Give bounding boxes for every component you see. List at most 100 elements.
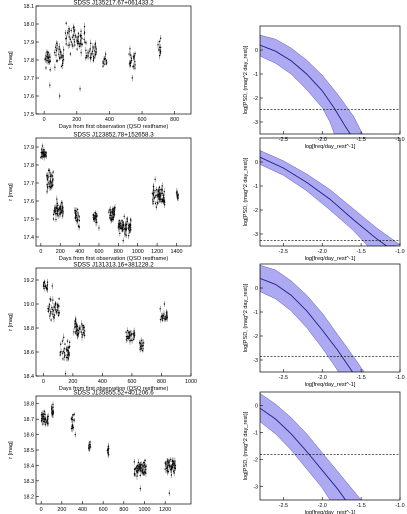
psd-xtick-label: -2.0 bbox=[318, 137, 327, 143]
data-point bbox=[70, 29, 72, 32]
data-point bbox=[142, 465, 144, 467]
data-point bbox=[59, 354, 61, 356]
data-point bbox=[47, 60, 49, 62]
lightcurve-panel: 0 200 400 600 800 1000 18.4 18.6 18.8 19.0 19.2 Day… bbox=[8, 262, 197, 393]
data-point bbox=[73, 41, 76, 43]
data-point bbox=[110, 219, 112, 222]
data-point bbox=[40, 156, 42, 159]
data-point bbox=[89, 57, 92, 60]
data-point bbox=[158, 193, 160, 195]
data-point bbox=[109, 212, 112, 214]
lightcurve-xtick-label: 1000 bbox=[185, 379, 197, 385]
data-point bbox=[167, 462, 170, 464]
data-point bbox=[50, 313, 52, 315]
data-point bbox=[125, 223, 127, 225]
data-point bbox=[62, 206, 64, 209]
data-point bbox=[163, 196, 165, 199]
data-point bbox=[125, 224, 128, 226]
data-point bbox=[57, 215, 59, 217]
data-point bbox=[94, 212, 96, 214]
data-point bbox=[42, 420, 44, 423]
data-point bbox=[46, 179, 48, 181]
data-point bbox=[141, 339, 143, 342]
psd-median-line bbox=[260, 44, 351, 134]
data-point bbox=[74, 217, 76, 219]
data-point bbox=[45, 57, 47, 59]
data-point bbox=[143, 464, 146, 466]
data-point bbox=[50, 319, 52, 321]
lightcurve-xtick-label: 1200 bbox=[151, 249, 163, 255]
data-point bbox=[54, 306, 56, 308]
lightcurve-xtick-label: 800 bbox=[114, 249, 123, 255]
data-point bbox=[141, 470, 143, 472]
data-point bbox=[154, 196, 156, 199]
data-point bbox=[65, 43, 67, 45]
data-point bbox=[74, 433, 76, 436]
lightcurve-xtick-label: 1000 bbox=[139, 507, 151, 513]
data-point bbox=[88, 443, 90, 446]
data-point bbox=[131, 333, 133, 335]
data-point bbox=[60, 51, 62, 53]
data-point bbox=[129, 48, 131, 50]
data-point bbox=[49, 180, 51, 183]
psd-xlabel: log[freq/day_rest^-1] bbox=[305, 144, 356, 150]
lightcurve-xlabel: Days from first observation (QSO restfra… bbox=[59, 256, 169, 262]
data-point bbox=[54, 303, 57, 305]
data-point bbox=[67, 357, 69, 359]
psd-panel: -2.5 -2.0 -1.5 -1.00-1-2-3log[freq/day_rest… bbox=[243, 25, 405, 150]
data-point bbox=[160, 192, 162, 195]
data-point bbox=[47, 307, 49, 310]
data-point bbox=[157, 44, 159, 46]
data-point bbox=[81, 43, 83, 46]
data-point bbox=[136, 464, 139, 467]
data-point bbox=[161, 315, 163, 317]
data-point bbox=[81, 334, 83, 336]
data-point bbox=[71, 418, 73, 420]
psd-median-line bbox=[260, 156, 388, 246]
data-point bbox=[133, 461, 135, 463]
data-point bbox=[56, 309, 59, 311]
data-point bbox=[167, 470, 170, 473]
data-point bbox=[160, 37, 162, 39]
data-point bbox=[74, 210, 77, 212]
data-point bbox=[44, 423, 46, 426]
data-point bbox=[120, 222, 122, 224]
data-point bbox=[144, 471, 146, 473]
data-point bbox=[136, 467, 138, 469]
data-point bbox=[105, 53, 107, 55]
data-point bbox=[73, 413, 75, 415]
data-point bbox=[41, 152, 44, 154]
data-point bbox=[102, 62, 104, 64]
data-point bbox=[156, 201, 158, 203]
data-point bbox=[164, 468, 166, 470]
data-point bbox=[48, 183, 50, 185]
data-point bbox=[128, 331, 130, 333]
psd-ytick-label: -1 bbox=[253, 310, 258, 316]
data-point bbox=[112, 212, 114, 214]
lightcurve-xtick-label: 600 bbox=[138, 117, 147, 123]
data-point bbox=[75, 216, 77, 218]
lightcurve-xtick-label: 1000 bbox=[132, 249, 144, 255]
data-point bbox=[60, 65, 63, 67]
data-point bbox=[69, 345, 71, 348]
data-point bbox=[134, 472, 136, 475]
data-point bbox=[50, 185, 52, 187]
data-point bbox=[77, 214, 79, 216]
data-point bbox=[68, 36, 70, 38]
data-point bbox=[63, 336, 65, 338]
data-point bbox=[80, 331, 82, 333]
data-point bbox=[63, 347, 65, 350]
data-point bbox=[78, 226, 80, 228]
data-point bbox=[62, 215, 64, 217]
lightcurve-ylabel: r [mag] bbox=[8, 441, 14, 459]
data-point bbox=[139, 474, 141, 477]
data-point bbox=[128, 224, 131, 226]
data-point bbox=[104, 63, 106, 65]
data-point bbox=[166, 470, 168, 472]
data-point bbox=[59, 351, 61, 354]
lightcurve-ytick-label: 18.5 bbox=[24, 448, 35, 454]
data-point bbox=[92, 59, 94, 62]
data-point bbox=[170, 465, 172, 467]
data-point bbox=[46, 53, 48, 55]
data-point bbox=[61, 340, 64, 342]
